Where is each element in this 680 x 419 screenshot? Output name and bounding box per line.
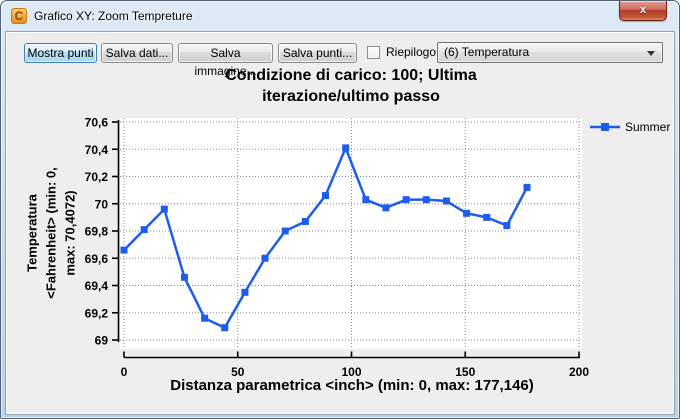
data-point-marker	[221, 324, 229, 332]
x-tick-label: 50	[231, 365, 245, 379]
y-tick-label: 70,2	[85, 170, 109, 184]
y-axis-label-line1: Temperatura	[24, 194, 40, 272]
close-icon: x	[639, 4, 647, 16]
data-point-marker	[463, 209, 471, 217]
data-point-marker	[402, 196, 410, 204]
plot-canvas: 69 69,2 69,4 69,6 69,8 70 70,2 70,4 70,6 0 50 100 15…	[85, 116, 590, 380]
data-point-marker	[301, 217, 309, 225]
y-tick-label: 69,4	[85, 279, 109, 293]
xy-chart: 69 69,2 69,4 69,6 69,8 70 70,2 70,4 70,6 0 50 100 15…	[6, 63, 676, 415]
show-points-button[interactable]: Mostra punti	[24, 43, 97, 63]
y-tick-label: 69,2	[85, 306, 109, 320]
legend-series-label: Summer	[625, 120, 671, 134]
y-tick-label: 69	[95, 334, 109, 348]
legend: Summer	[590, 120, 670, 134]
y-axis-label-line2: <Fahrenheit> (min: 0,	[43, 167, 59, 299]
data-point-marker	[160, 205, 168, 213]
x-axis-label: Distanza parametrica <inch> (min: 0, max…	[170, 377, 534, 394]
data-point-marker	[503, 222, 511, 230]
x-tick-label: 200	[569, 365, 589, 379]
client-area: Mostra punti Salva dati... Salva immagin…	[5, 31, 675, 415]
close-button[interactable]: x	[619, 1, 667, 21]
app-icon: C	[11, 8, 27, 24]
data-point-marker	[382, 204, 390, 212]
data-point-marker	[442, 197, 450, 205]
chart-title-line2: iterazione/ultimo passo	[262, 88, 440, 105]
window-title: Grafico XY: Zoom Tempreture	[34, 9, 193, 23]
data-point-marker	[483, 213, 491, 221]
data-point-marker	[140, 226, 148, 234]
series-dropdown[interactable]: (6) Temperatura	[437, 42, 663, 63]
save-data-button[interactable]: Salva dati...	[101, 43, 173, 63]
chart-title-line1: Condizione di carico: 100; Ultima	[225, 67, 477, 84]
chart-title: Condizione di carico: 100; Ultima iteraz…	[121, 65, 581, 107]
plot-background	[120, 118, 582, 349]
data-point-marker	[241, 288, 249, 296]
data-point-marker	[321, 192, 329, 200]
legend-square	[601, 123, 609, 131]
legend-marker-icon	[590, 123, 620, 131]
summary-checkbox-label: Riepilogo	[386, 45, 437, 59]
data-point-marker	[523, 183, 531, 191]
chevron-down-icon	[647, 51, 655, 56]
save-points-button[interactable]: Salva punti...	[278, 43, 357, 63]
data-point-marker	[180, 273, 188, 281]
data-point-marker	[120, 246, 128, 254]
save-image-button[interactable]: Salva immagine...	[178, 43, 273, 78]
x-tick-label: 100	[341, 365, 361, 379]
title-bar[interactable]: C Grafico XY: Zoom Tempreture x	[1, 1, 679, 31]
data-point-marker	[362, 196, 370, 204]
y-tick-label: 70	[95, 197, 109, 211]
x-tick-label: 0	[121, 365, 128, 379]
y-tick-label: 69,8	[85, 225, 109, 239]
data-point-marker	[201, 314, 209, 322]
summary-checkbox[interactable]	[367, 46, 380, 59]
data-point-marker	[422, 196, 430, 204]
data-point-marker	[281, 227, 289, 235]
y-tick-label: 70,6	[85, 116, 109, 130]
data-point-marker	[342, 144, 350, 152]
y-axis-label: Temperatura <Fahrenheit> (min: 0, max: 7…	[23, 167, 80, 298]
y-tick-label: 69,6	[85, 252, 109, 266]
series-dropdown-value: (6) Temperatura	[444, 45, 530, 59]
y-tick-label: 70,4	[85, 143, 109, 157]
y-axis-label-line3: max: 70,4072)	[62, 190, 78, 276]
data-point-marker	[261, 254, 269, 262]
x-tick-label: 150	[455, 365, 475, 379]
